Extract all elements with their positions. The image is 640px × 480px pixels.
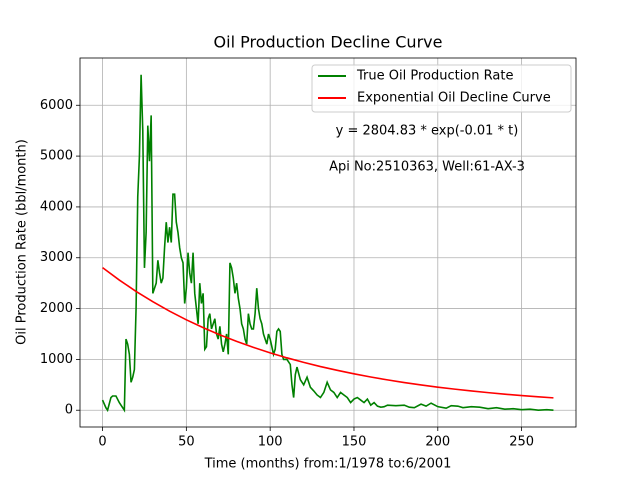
y-tick-label: 5000 xyxy=(40,149,73,164)
x-tick-label: 50 xyxy=(178,435,195,450)
legend-label: Exponential Oil Decline Curve xyxy=(357,91,551,106)
x-tick-label: 0 xyxy=(98,435,106,450)
y-tick-label: 4000 xyxy=(40,199,73,214)
legend-label: True Oil Production Rate xyxy=(356,69,513,84)
y-axis-label: Oil Production Rate (bbl/month) xyxy=(15,139,30,345)
x-tick-label: 250 xyxy=(509,435,534,450)
x-tick-label: 150 xyxy=(342,435,367,450)
y-tick-label: 1000 xyxy=(40,352,73,367)
x-axis-label: Time (months) from:1/1978 to:6/2001 xyxy=(204,457,452,472)
x-tick-label: 200 xyxy=(425,435,450,450)
legend-box xyxy=(311,64,572,113)
x-tick-label: 100 xyxy=(258,435,283,450)
y-tick-label: 0 xyxy=(65,403,73,418)
plot-frame xyxy=(79,57,577,428)
data-line xyxy=(102,267,554,399)
chart-title: Oil Production Decline Curve xyxy=(214,33,443,52)
data-line xyxy=(101,74,554,413)
y-tick-label: 2000 xyxy=(40,301,73,316)
y-tick-label: 6000 xyxy=(40,98,73,113)
annotation: y = 2804.83 * exp(-0.01 * t) xyxy=(336,124,519,139)
y-tick-label: 3000 xyxy=(40,250,73,265)
annotation: Api No:2510363, Well:61-AX-3 xyxy=(329,160,525,175)
